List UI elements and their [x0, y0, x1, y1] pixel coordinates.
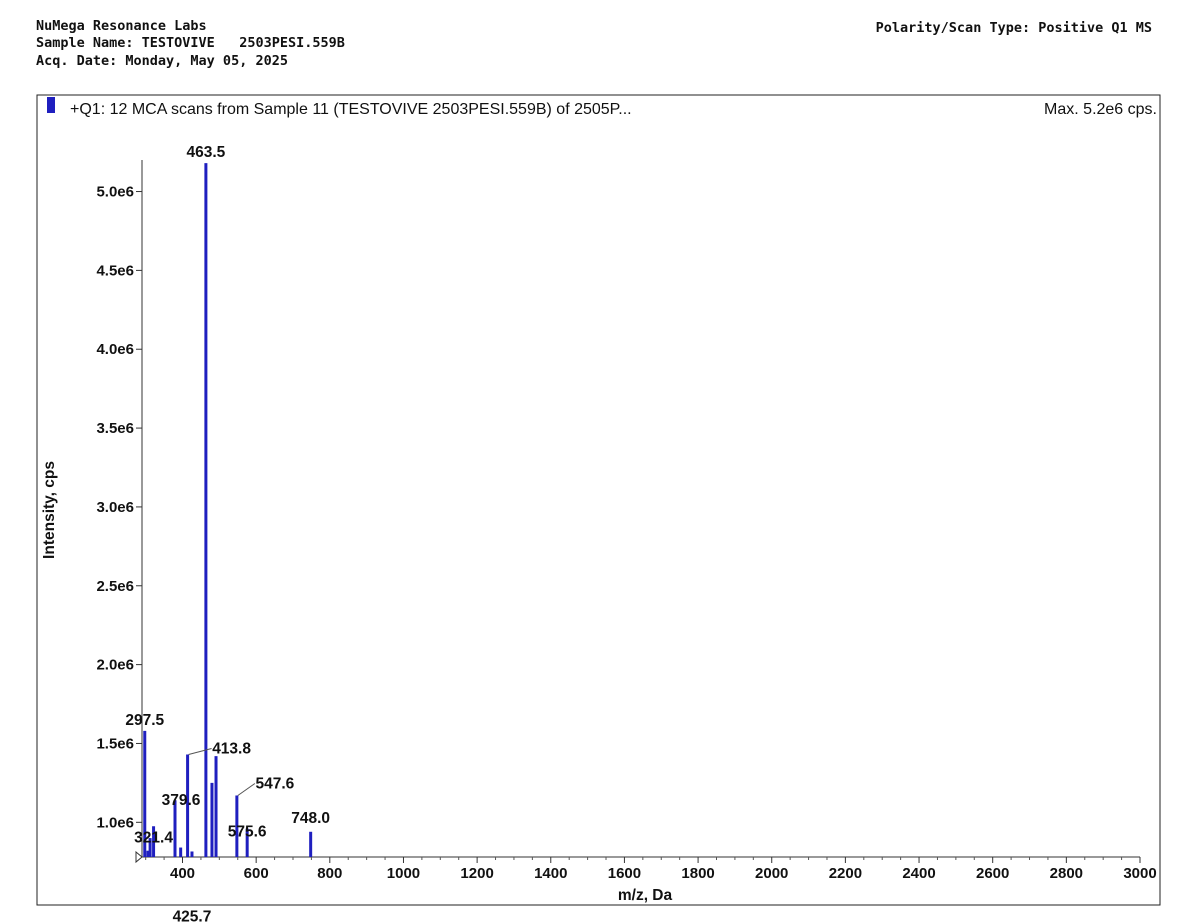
y-tick-label: 4.5e6 [96, 262, 134, 279]
x-tick-label: 1400 [534, 865, 567, 882]
peak-label: 748.0 [291, 810, 330, 827]
x-tick-label: 1800 [681, 865, 714, 882]
chart-title: +Q1: 12 MCA scans from Sample 11 (TESTOV… [70, 101, 632, 118]
sample-name: Sample Name: TESTOVIVE 2503PESI.559B [36, 35, 345, 51]
x-tick-label: 1000 [387, 865, 420, 882]
x-tick-label: 2800 [1050, 865, 1083, 882]
y-tick-label: 5.0e6 [96, 184, 134, 201]
x-tick-label: 2200 [829, 865, 862, 882]
peak-label: 413.8 [212, 741, 251, 758]
axis-origin-marker [135, 850, 143, 864]
x-tick-label: 1600 [608, 865, 641, 882]
peak-label: 321.4 [134, 829, 173, 846]
peak-label: 547.6 [255, 776, 294, 793]
peak-label-leader [237, 783, 256, 796]
legend-swatch [47, 97, 55, 113]
x-axis-label: m/z, Da [618, 887, 673, 904]
y-axis-label: Intensity, cps [41, 461, 58, 559]
peak-label-leader [188, 748, 212, 755]
y-tick-label: 1.5e6 [96, 735, 134, 752]
polarity-scan-type: Polarity/Scan Type: Positive Q1 MS [875, 20, 1152, 36]
peak-label: 463.5 [186, 144, 225, 161]
x-tick-label: 3000 [1123, 865, 1156, 882]
y-tick-label: 2.5e6 [96, 578, 134, 595]
x-tick-label: 400 [170, 865, 195, 882]
max-intensity-label: Max. 5.2e6 cps. [1044, 101, 1157, 118]
peak-label: 379.6 [162, 792, 201, 809]
x-tick-label: 2000 [755, 865, 788, 882]
peak-label: 297.5 [125, 712, 164, 729]
x-tick-label: 2400 [902, 865, 935, 882]
y-tick-label: 3.0e6 [96, 499, 134, 516]
y-tick-label: 3.5e6 [96, 420, 134, 437]
x-tick-label: 2600 [976, 865, 1009, 882]
x-tick-label: 1200 [460, 865, 493, 882]
x-tick-label: 600 [244, 865, 269, 882]
x-tick-label: 800 [317, 865, 342, 882]
plot-frame [36, 94, 1161, 906]
acquisition-date: Acq. Date: Monday, May 05, 2025 [36, 53, 288, 69]
y-tick-label: 4.0e6 [96, 341, 134, 358]
y-tick-label: 2.0e6 [96, 657, 134, 674]
lab-name: NuMega Resonance Labs [36, 18, 207, 34]
peak-label: 425.7 [173, 908, 212, 922]
y-tick-label: 1.0e6 [96, 814, 134, 831]
peak-label: 575.6 [228, 824, 267, 841]
